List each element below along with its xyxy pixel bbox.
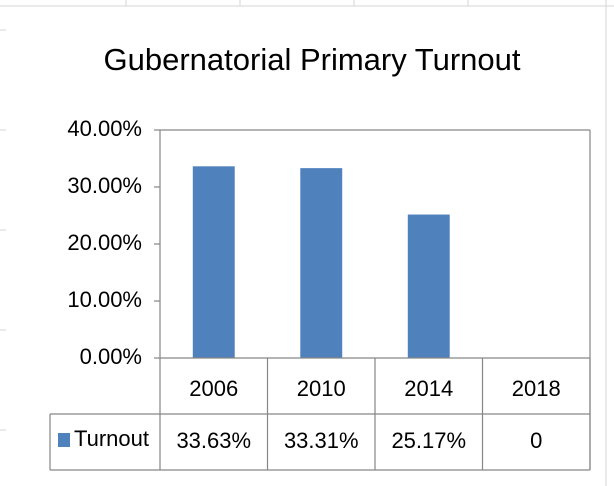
legend-label: Turnout xyxy=(74,426,149,451)
legend-key xyxy=(58,433,70,447)
x-tick-label: 2018 xyxy=(512,376,561,401)
x-tick-label: 2010 xyxy=(297,376,346,401)
y-tick-label: 30.00% xyxy=(67,173,142,198)
chart-title: Gubernatorial Primary Turnout xyxy=(104,42,521,77)
y-tick-label: 20.00% xyxy=(67,230,142,255)
data-table-value: 0 xyxy=(530,428,542,453)
y-tick-label: 0.00% xyxy=(80,344,142,369)
x-tick-label: 2014 xyxy=(404,376,453,401)
bar xyxy=(192,166,235,358)
data-table-value: 25.17% xyxy=(391,428,466,453)
x-tick-label: 2006 xyxy=(189,376,238,401)
data-table-value: 33.31% xyxy=(284,428,359,453)
y-tick-label: 10.00% xyxy=(67,287,142,312)
bar xyxy=(407,214,450,358)
bar xyxy=(300,168,343,358)
data-table-value: 33.63% xyxy=(176,428,251,453)
y-tick-label: 40.00% xyxy=(67,116,142,141)
